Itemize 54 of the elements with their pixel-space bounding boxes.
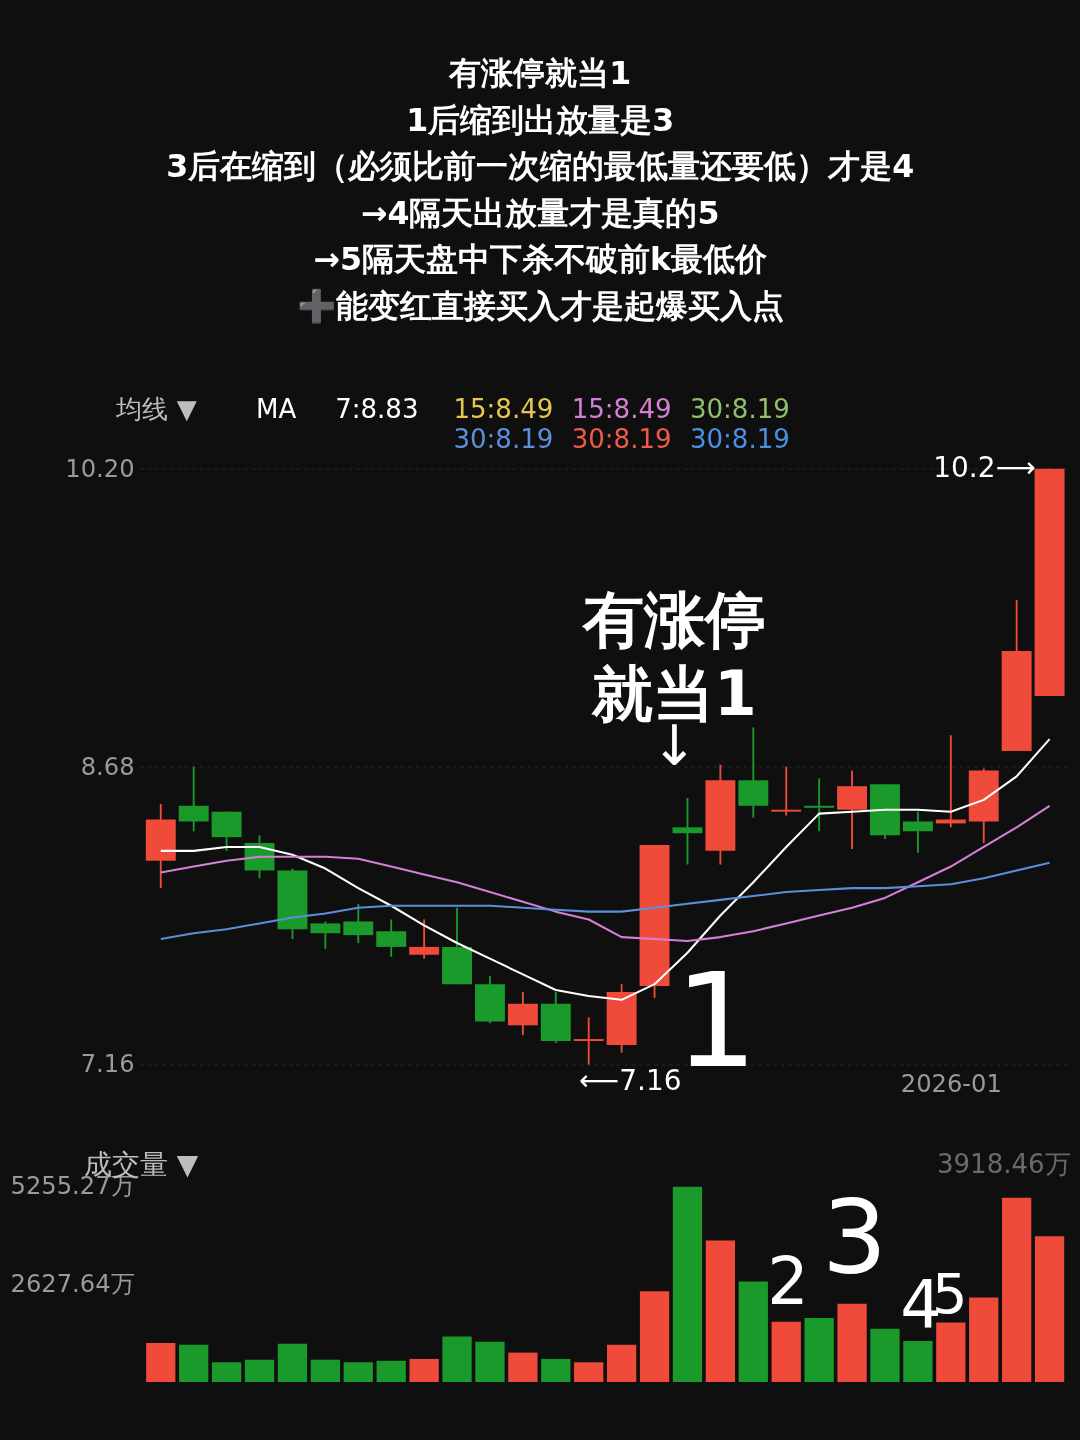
candlestick [771,765,802,817]
bar [1034,1236,1065,1382]
candlestick [672,797,703,866]
text: 均线 ▼ [115,394,197,425]
bar [639,1291,670,1382]
bar [541,1358,571,1382]
text: 3918.46万 [936,1149,1071,1180]
bar [475,1341,505,1382]
text: 30:8.19 [571,424,672,455]
y-tick-label: 7.16 [80,1050,135,1079]
text: 15:8.49 [571,394,672,425]
bar [244,1359,275,1382]
bar [409,1358,439,1382]
bar [343,1362,373,1382]
candlestick [573,1016,604,1066]
bar [672,1186,703,1382]
annotation: 3 [821,1178,888,1298]
bar [508,1352,538,1382]
chart-title: 有涨停就当1 1后缩到出放量是3 3后在缩到（必须比前一次缩的最低量还要低）才是4 →4隔天出放量才是真的5 →5隔天盘中下杀不破前k最低价 ➕能变红直接买入才是起爆买入点 [166,55,915,324]
bar [146,1342,176,1382]
y-tick-label: 2627.64万 [10,1270,135,1299]
bar [870,1328,900,1382]
bar [936,1322,966,1382]
line-series [159,861,1051,941]
candlestick [804,777,835,833]
bar [705,1240,736,1382]
bar [771,1321,801,1382]
bar [837,1303,867,1382]
candlestick [409,918,440,960]
bar [211,1362,242,1382]
bar [607,1344,637,1382]
bar [179,1344,209,1382]
y-tick-label: 10.20 [65,454,135,483]
bar [310,1359,340,1382]
text: 15:8.49 [453,394,554,425]
text: 30:8.19 [689,394,790,425]
text: 7:8.83 [335,394,419,425]
annotation: 2 [767,1243,809,1319]
bar [1002,1197,1032,1382]
bar [442,1336,472,1382]
line-series [159,804,1051,943]
bar [738,1281,768,1382]
text: 30:8.19 [689,424,790,455]
y-tick-label: 8.68 [80,752,135,781]
bar [376,1360,406,1382]
bar [277,1343,308,1382]
annotation: 10.2⟶ [933,451,1036,485]
bar [804,1318,834,1382]
x-tick-label: 2026-01 [900,1069,1002,1098]
bar [903,1341,933,1382]
text: MA [256,394,297,425]
bar [969,1297,999,1382]
bar [574,1362,604,1382]
text: 30:8.19 [453,424,554,455]
